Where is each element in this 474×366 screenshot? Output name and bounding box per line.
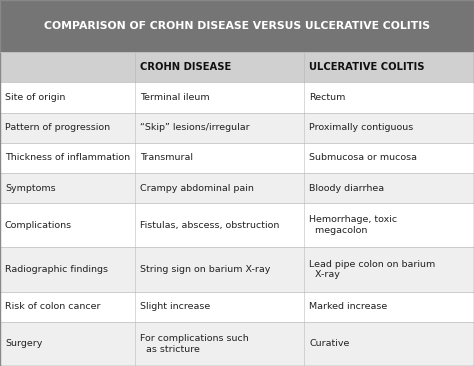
Text: Rectum: Rectum: [310, 93, 346, 102]
Text: Site of origin: Site of origin: [5, 93, 65, 102]
Text: Bloody diarrhea: Bloody diarrhea: [310, 183, 384, 193]
Bar: [0, 0, 474, 52]
Bar: [0, 203, 474, 247]
Text: For complications such
  as stricture: For complications such as stricture: [140, 334, 249, 354]
Text: “Skip” lesions/irregular: “Skip” lesions/irregular: [140, 123, 250, 132]
Text: Risk of colon cancer: Risk of colon cancer: [5, 302, 100, 311]
Text: Terminal ileum: Terminal ileum: [140, 93, 210, 102]
Bar: [0, 82, 474, 113]
Text: Proximally contiguous: Proximally contiguous: [310, 123, 413, 132]
Text: COMPARISON OF CROHN DISEASE VERSUS ULCERATIVE COLITIS: COMPARISON OF CROHN DISEASE VERSUS ULCER…: [44, 21, 430, 31]
Bar: [0, 322, 474, 366]
Bar: [0, 292, 474, 322]
Text: Slight increase: Slight increase: [140, 302, 210, 311]
Text: Symptoms: Symptoms: [5, 183, 55, 193]
Bar: [0, 247, 474, 292]
Text: Surgery: Surgery: [5, 339, 42, 348]
Text: Fistulas, abscess, obstruction: Fistulas, abscess, obstruction: [140, 221, 280, 230]
Text: Transmural: Transmural: [140, 153, 193, 163]
Text: ULCERATIVE COLITIS: ULCERATIVE COLITIS: [310, 62, 425, 72]
Bar: [0, 173, 474, 203]
Text: String sign on barium X-ray: String sign on barium X-ray: [140, 265, 271, 274]
Text: Thickness of inflammation: Thickness of inflammation: [5, 153, 130, 163]
Text: Crampy abdominal pain: Crampy abdominal pain: [140, 183, 254, 193]
Bar: [0, 143, 474, 173]
Text: Submucosa or mucosa: Submucosa or mucosa: [310, 153, 417, 163]
Text: Curative: Curative: [310, 339, 350, 348]
Text: Radiographic findings: Radiographic findings: [5, 265, 108, 274]
Bar: [0, 113, 474, 143]
Text: Marked increase: Marked increase: [310, 302, 388, 311]
Text: Complications: Complications: [5, 221, 72, 230]
Text: Lead pipe colon on barium
  X-ray: Lead pipe colon on barium X-ray: [310, 259, 436, 279]
Bar: [0, 52, 474, 82]
Text: Hemorrhage, toxic
  megacolon: Hemorrhage, toxic megacolon: [310, 215, 397, 235]
Text: CROHN DISEASE: CROHN DISEASE: [140, 62, 231, 72]
Text: Pattern of progression: Pattern of progression: [5, 123, 110, 132]
